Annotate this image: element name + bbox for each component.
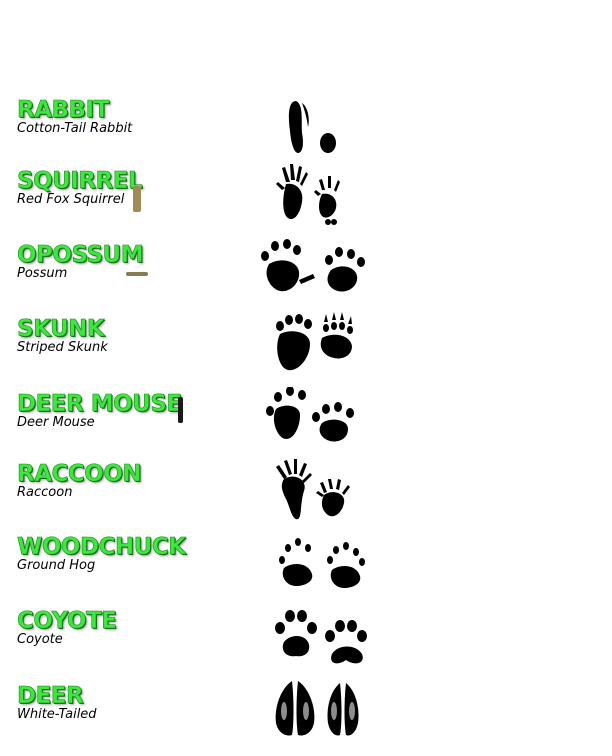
opossum-tracks-icon [255,238,385,310]
animal-subtitle: Coyote [17,632,63,647]
animal-subtitle: Possum [17,266,68,281]
deer-tracks-icon [270,679,400,751]
animal-row-raccoon: RACCOON Raccoon [0,459,612,533]
photo-fragment [126,272,148,276]
animal-subtitle: Ground Hog [17,558,96,573]
deer-mouse-tracks-icon [264,387,394,459]
skunk-tracks-icon [272,312,402,384]
squirrel-tracks-icon [272,162,402,234]
woodchuck-tracks-icon [274,534,404,606]
animal-name: COYOTE [17,608,118,635]
animal-name: SKUNK [17,316,105,343]
animal-subtitle: Deer Mouse [17,415,95,430]
coyote-tracks-icon [272,608,402,680]
photo-fragment [133,186,141,212]
raccoon-tracks-icon [272,459,402,531]
animal-name: WOODCHUCK [17,534,187,561]
animal-row-coyote: COYOTE Coyote [0,608,612,680]
animal-row-deer: DEER White-Tailed [0,681,612,755]
animal-name: RABBIT [17,97,110,124]
animal-subtitle: Raccoon [17,485,73,500]
animal-subtitle: White-Tailed [17,707,97,722]
animal-name: RACCOON [17,461,142,488]
animal-row-opossum: OPOSSUM Possum [0,239,612,314]
animal-row-squirrel: SQUIRREL Red Fox Squirrel [0,164,612,240]
animal-row-woodchuck: WOODCHUCK Ground Hog [0,534,612,606]
animal-name: SQUIRREL [17,168,143,195]
animal-subtitle: Cotton-Tail Rabbit [17,121,133,136]
photo-fragment [178,397,183,423]
animal-row-rabbit: RABBIT Cotton-Tail Rabbit [0,97,612,169]
animal-name: DEER [17,683,84,710]
rabbit-tracks-icon [268,97,398,169]
animal-subtitle: Striped Skunk [17,340,108,355]
animal-name: DEER MOUSE [17,391,183,418]
animal-subtitle: Red Fox Squirrel [17,192,125,207]
animal-row-skunk: SKUNK Striped Skunk [0,312,612,388]
animal-row-deer-mouse: DEER MOUSE Deer Mouse [0,387,612,463]
animal-name: OPOSSUM [17,242,144,269]
